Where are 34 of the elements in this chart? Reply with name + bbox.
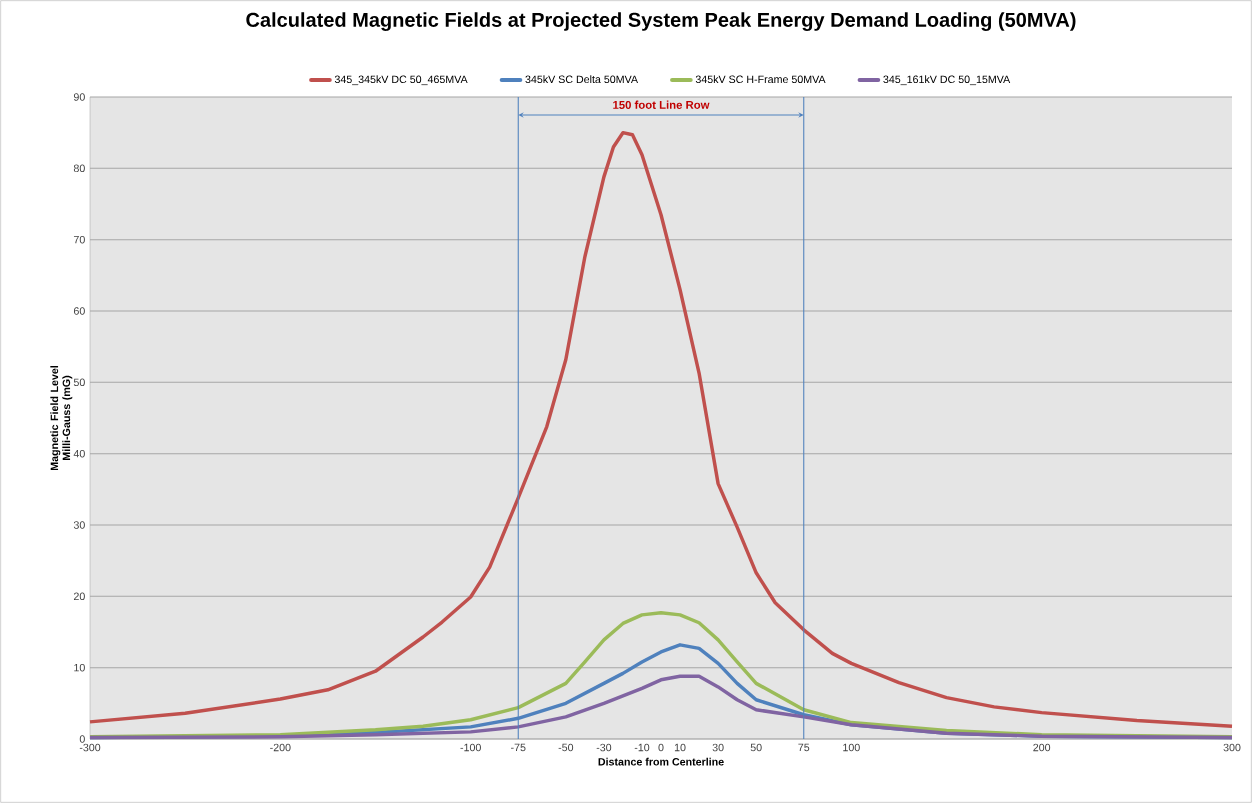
x-tick-label: -10: [634, 743, 650, 752]
annotation: 150 foot Line Row: [613, 100, 710, 109]
x-tick-label: 0: [658, 743, 664, 752]
y-tick-label: 90: [73, 93, 85, 101]
legend-label: 345kV SC Delta 50MVA: [525, 75, 639, 84]
x-tick-label: -200: [270, 743, 291, 752]
y-axis-title: Magnetic Field Level Milli-Gauss (mG): [50, 366, 73, 471]
y-tick-label: 70: [73, 235, 85, 244]
x-tick-label: 200: [1033, 743, 1051, 752]
x-tick-label: 300: [1223, 743, 1241, 752]
y-tick-label: 0: [79, 735, 85, 743]
y-tick-label: 40: [73, 449, 85, 458]
x-tick-label: -100: [460, 743, 481, 752]
y-tick-label: 60: [73, 307, 85, 315]
line-series: [88, 130, 1234, 728]
x-tick-label: -30: [596, 743, 612, 752]
x-tick-label: -75: [511, 743, 526, 752]
x-tick-label: 30: [712, 743, 724, 752]
legend-label: 345kV SC H-Frame 50MVA: [695, 75, 826, 84]
x-axis-title: Distance from Centerline: [598, 757, 724, 766]
legend-label: 345_345kV DC 50_465MVA: [334, 75, 468, 86]
legend-label: 345_161kV DC 50_15MVA: [883, 75, 1011, 86]
y-tick-label: 80: [73, 164, 85, 173]
x-tick-label: -300: [79, 743, 101, 752]
x-tick-label: 100: [843, 743, 860, 752]
y-tick-label: 30: [73, 521, 85, 529]
y-tick-label: 20: [73, 592, 85, 601]
x-tick-label: 50: [750, 743, 762, 752]
chart-title: Calculated Magnetic Fields at Projected System Peak Energy Demand Loading (50MVA): [246, 12, 1076, 31]
y-tick-label: 50: [73, 378, 85, 387]
x-tick-label: -50: [558, 743, 574, 752]
x-tick-label: 10: [674, 743, 686, 752]
y-tick-label: 10: [74, 663, 85, 672]
x-tick-label: 75: [798, 743, 810, 752]
